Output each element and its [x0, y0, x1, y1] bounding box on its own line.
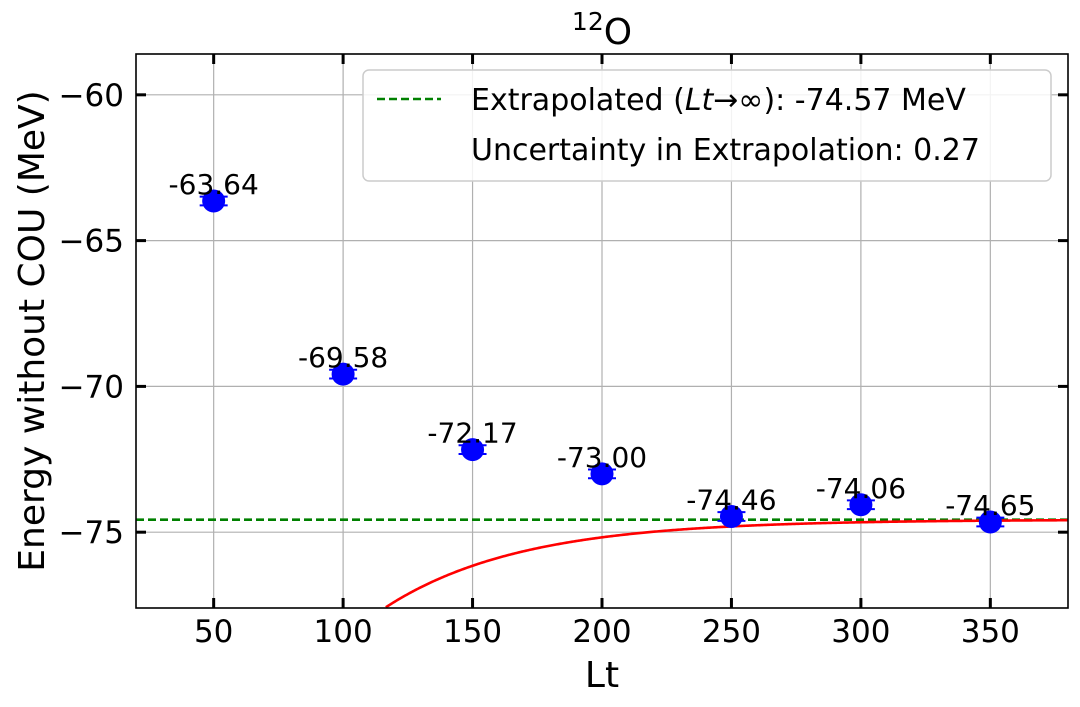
x-tick-label: 350	[961, 614, 1020, 650]
data-label: -74.46	[686, 483, 776, 516]
chart-title: 12O	[572, 7, 632, 53]
title-mass-number: 12	[572, 7, 604, 36]
x-tick-label: 200	[572, 614, 631, 650]
y-tick-label: −75	[59, 515, 124, 551]
legend: Extrapolated (Lt→∞): -74.57 MeV Uncertai…	[362, 69, 1052, 182]
ticks-layer	[136, 54, 1068, 608]
x-tick-label: 300	[831, 614, 890, 650]
fit-curve	[385, 518, 1069, 609]
x-axis-title: Lt	[585, 655, 619, 696]
title-element: O	[604, 12, 632, 53]
data-labels-layer: -63.64 -69.58 -72.17 -73.00 -74.46 -74.06 -74.…	[169, 168, 1036, 522]
data-point	[849, 493, 873, 517]
data-label: -74.06	[816, 472, 906, 505]
legend-box	[362, 69, 1052, 182]
legend-extrapolated-suffix: ): -74.57 MeV	[763, 83, 966, 118]
y-tick-label: −70	[59, 369, 124, 405]
x-tick-label: 100	[314, 614, 373, 650]
data-label: -69.58	[298, 341, 388, 374]
y-tick-label: −65	[59, 224, 124, 260]
legend-extrapolated-prefix: Extrapolated (	[471, 83, 685, 118]
fit-curve-layer	[385, 518, 1069, 609]
legend-extrapolated-text: Extrapolated (Lt→∞): -74.57 MeV	[471, 83, 966, 118]
legend-extrapolated-variable: Lt	[685, 83, 715, 118]
data-point	[719, 504, 743, 528]
data-point	[590, 462, 614, 486]
data-point	[978, 510, 1002, 534]
data-point	[202, 189, 226, 213]
data-label: -72.17	[427, 417, 517, 450]
data-points-layer	[199, 189, 1005, 534]
x-tick-label: 150	[443, 614, 502, 650]
y-tick-label: −60	[59, 78, 124, 114]
data-label: -63.64	[169, 168, 259, 201]
legend-uncertainty-text: Uncertainty in Extrapolation: 0.27	[471, 133, 980, 168]
data-point	[461, 438, 485, 462]
legend-extrapolated-arrow: →∞	[713, 83, 763, 118]
data-label: -74.65	[945, 489, 1035, 522]
data-label: -73.00	[557, 441, 647, 474]
x-tick-label: 250	[702, 614, 761, 650]
tick-labels-layer: 50 100 150 200 250 300 350 −60 −65 −70 −75	[59, 78, 1020, 650]
y-axis-title: Energy without COU (MeV)	[12, 90, 53, 571]
data-point	[331, 362, 355, 386]
x-tick-label: 50	[194, 614, 233, 650]
